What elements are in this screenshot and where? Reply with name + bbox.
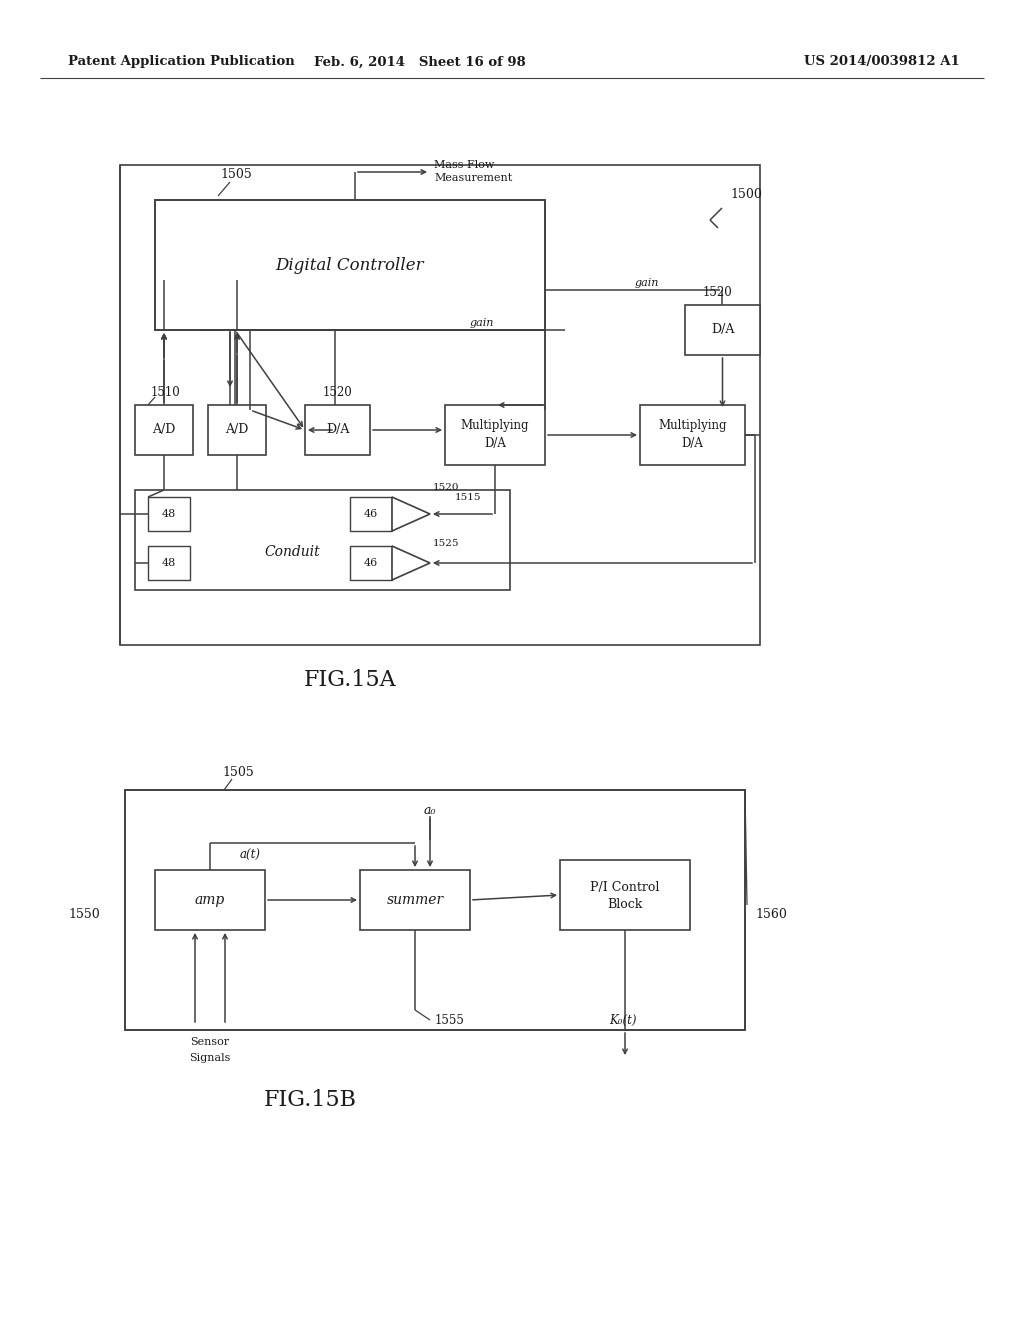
Bar: [360, 870, 470, 931]
Text: Multiplying: Multiplying: [461, 418, 529, 432]
Bar: [120, 165, 760, 645]
Text: gain: gain: [635, 279, 659, 288]
Text: 1525: 1525: [433, 539, 460, 548]
Text: Feb. 6, 2014   Sheet 16 of 98: Feb. 6, 2014 Sheet 16 of 98: [314, 55, 526, 69]
Text: 1505: 1505: [222, 767, 254, 780]
Text: 46: 46: [364, 558, 378, 568]
Bar: [640, 405, 745, 465]
Text: amp: amp: [195, 894, 225, 907]
Text: Patent Application Publication: Patent Application Publication: [68, 55, 295, 69]
Bar: [445, 405, 545, 465]
Text: D/A: D/A: [682, 437, 703, 450]
Text: summer: summer: [386, 894, 443, 907]
Bar: [350, 546, 392, 579]
Text: FIG.15A: FIG.15A: [304, 669, 396, 690]
Polygon shape: [392, 498, 430, 531]
Text: Multiplying: Multiplying: [658, 418, 727, 432]
Text: 46: 46: [364, 510, 378, 519]
Text: a(t): a(t): [240, 849, 260, 862]
Text: P/I Control: P/I Control: [590, 880, 659, 894]
Text: 1510: 1510: [151, 387, 180, 400]
Text: Sensor: Sensor: [190, 1038, 229, 1047]
Text: 1500: 1500: [730, 189, 762, 202]
Text: A/D: A/D: [225, 424, 249, 437]
Text: 1520: 1520: [433, 483, 460, 491]
Text: gain: gain: [470, 318, 495, 327]
Bar: [148, 498, 190, 531]
Bar: [135, 405, 193, 455]
Text: 1555: 1555: [435, 1014, 465, 1027]
Polygon shape: [392, 546, 430, 579]
Text: 1550: 1550: [69, 908, 100, 921]
Text: Conduit: Conduit: [264, 545, 321, 558]
Text: A/D: A/D: [153, 424, 176, 437]
Text: 1520: 1520: [323, 387, 352, 400]
Text: K₀(t): K₀(t): [609, 1014, 637, 1027]
Bar: [208, 405, 266, 455]
Text: D/A: D/A: [711, 323, 734, 337]
Text: 1520: 1520: [702, 286, 732, 300]
Bar: [560, 861, 690, 931]
Text: Digital Controller: Digital Controller: [275, 256, 424, 273]
Text: Block: Block: [607, 899, 643, 912]
Text: D/A: D/A: [326, 424, 349, 437]
Text: FIG.15B: FIG.15B: [263, 1089, 356, 1111]
Bar: [148, 546, 190, 579]
Text: 1505: 1505: [220, 169, 252, 181]
Text: Measurement: Measurement: [434, 173, 512, 183]
Bar: [135, 490, 510, 590]
Bar: [155, 201, 545, 330]
Text: 48: 48: [162, 558, 176, 568]
Text: Mass Flow: Mass Flow: [434, 160, 495, 170]
Text: 1515: 1515: [455, 492, 481, 502]
Bar: [155, 870, 265, 931]
Text: US 2014/0039812 A1: US 2014/0039812 A1: [804, 55, 961, 69]
Text: Signals: Signals: [189, 1053, 230, 1063]
Text: 1560: 1560: [755, 908, 786, 921]
Bar: [685, 305, 760, 355]
Bar: [350, 498, 392, 531]
Text: 48: 48: [162, 510, 176, 519]
Bar: [125, 789, 745, 1030]
Text: a₀: a₀: [424, 804, 436, 817]
Bar: [305, 405, 370, 455]
Text: D/A: D/A: [484, 437, 506, 450]
